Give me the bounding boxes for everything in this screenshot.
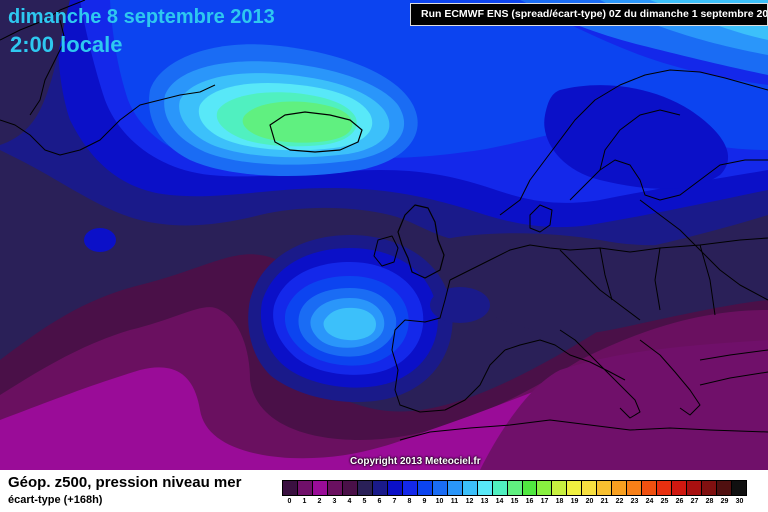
scale-swatch (582, 481, 598, 495)
scale-label: 22 (615, 498, 624, 505)
scale-label: 24 (645, 498, 654, 505)
forecast-date: dimanche 8 septembre 2013 (8, 6, 275, 28)
scale-swatch (552, 481, 568, 495)
color-scale: 0 1 2 3 4 5 6 7 8 9 10 11 12 13 14 15 16 17 18 19 20 21 22 23 24… (282, 480, 747, 510)
scale-swatch (657, 481, 673, 495)
scale-swatch (387, 481, 403, 495)
scale-swatch (627, 481, 643, 495)
scale-swatch (492, 481, 508, 495)
scale-label: 5 (362, 498, 367, 505)
run-info-box: Run ECMWF ENS (spread/écart-type) 0Z du … (410, 3, 768, 26)
color-scale-swatches (282, 480, 747, 496)
scale-swatch (372, 481, 388, 495)
scale-label: 2 (317, 498, 322, 505)
scale-label: 9 (422, 498, 427, 505)
scale-label: 7 (392, 498, 397, 505)
scale-swatch (732, 481, 747, 495)
scale-swatch (432, 481, 448, 495)
scale-swatch (312, 481, 328, 495)
scale-label: 26 (675, 498, 684, 505)
scale-swatch (642, 481, 658, 495)
scale-swatch (462, 481, 478, 495)
scale-label: 4 (347, 498, 352, 505)
scale-label: 30 (735, 498, 744, 505)
scale-label: 3 (332, 498, 337, 505)
legend-title: Géop. z500, pression niveau mer (8, 474, 242, 491)
scale-label: 8 (407, 498, 412, 505)
scale-label: 11 (450, 498, 459, 505)
scale-label: 20 (585, 498, 594, 505)
scale-label: 15 (510, 498, 519, 505)
forecast-time: 2:00 locale (10, 32, 123, 57)
scale-label: 21 (600, 498, 609, 505)
scale-label: 13 (480, 498, 489, 505)
scale-swatch (402, 481, 418, 495)
scale-label: 12 (465, 498, 474, 505)
color-scale-labels: 0 1 2 3 4 5 6 7 8 9 10 11 12 13 14 15 16 17 18 19 20 21 22 23 24… (282, 498, 747, 505)
scale-label: 14 (495, 498, 504, 505)
scale-label: 25 (660, 498, 669, 505)
run-info-text: Run ECMWF ENS (spread/écart-type) 0Z du … (421, 8, 768, 20)
scale-swatch (447, 481, 463, 495)
scale-swatch (283, 481, 298, 495)
scale-swatch (477, 481, 493, 495)
scale-label: 23 (630, 498, 639, 505)
scale-swatch (327, 481, 343, 495)
scale-swatch (672, 481, 688, 495)
scale-label: 28 (705, 498, 714, 505)
scale-swatch (417, 481, 433, 495)
scale-label: 1 (302, 498, 307, 505)
scale-swatch (507, 481, 523, 495)
scale-swatch (357, 481, 373, 495)
scale-swatch (342, 481, 358, 495)
legend-bar: Géop. z500, pression niveau mer écart-ty… (0, 470, 768, 512)
scale-swatch (612, 481, 628, 495)
scale-label: 29 (720, 498, 729, 505)
scale-swatch (297, 481, 313, 495)
scale-label: 16 (525, 498, 534, 505)
scale-label: 10 (435, 498, 444, 505)
scale-swatch (717, 481, 733, 495)
scale-swatch (702, 481, 718, 495)
scale-swatch (522, 481, 538, 495)
scale-label: 27 (690, 498, 699, 505)
copyright-text: Copyright 2013 Meteociel.fr (350, 456, 481, 467)
coastlines (0, 0, 768, 441)
scale-swatch (567, 481, 583, 495)
scale-label: 17 (540, 498, 549, 505)
scale-label: 19 (570, 498, 579, 505)
scale-swatch (597, 481, 613, 495)
scale-swatch (537, 481, 553, 495)
scale-label: 0 (287, 498, 292, 505)
map-area (0, 0, 768, 470)
spread-map-svg (0, 0, 768, 470)
scale-swatch (687, 481, 703, 495)
scale-label: 18 (555, 498, 564, 505)
scale-label: 6 (377, 498, 382, 505)
legend-subtitle: écart-type (+168h) (8, 494, 103, 506)
